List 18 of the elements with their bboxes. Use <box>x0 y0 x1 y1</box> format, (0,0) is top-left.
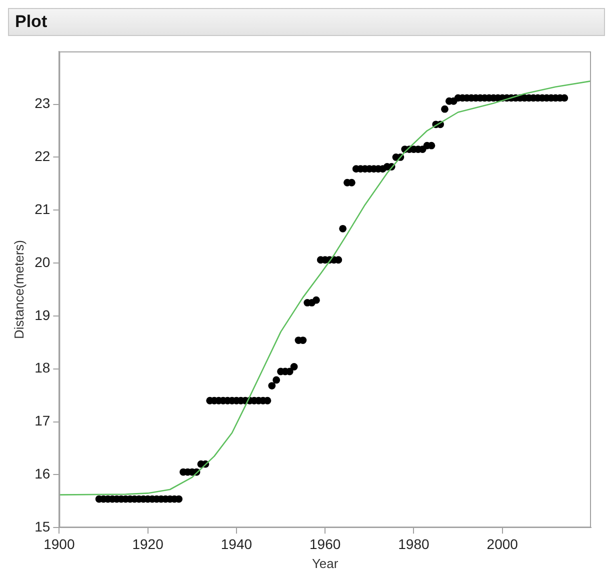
y-tick-label: 23 <box>34 95 50 112</box>
y-tick-label: 16 <box>34 466 50 482</box>
y-tick-label: 17 <box>34 412 50 429</box>
y-tick-label: 19 <box>34 306 50 323</box>
x-tick-label: 1940 <box>220 536 252 552</box>
x-axis-title: Year <box>312 556 339 571</box>
y-tick-label: 21 <box>34 200 50 217</box>
y-axis-title: Distance(meters) <box>11 240 26 339</box>
x-tick-label: 2000 <box>486 536 518 552</box>
x-tick-label: 1900 <box>44 536 75 552</box>
x-tick-label: 1920 <box>132 536 164 552</box>
chart-title: Plot <box>8 8 605 36</box>
y-tick-label: 15 <box>34 518 50 534</box>
y-tick-label: 20 <box>34 254 50 270</box>
y-tick-label: 22 <box>34 148 50 164</box>
y-tick-label: 18 <box>34 360 50 376</box>
x-tick-label: 1960 <box>310 536 341 552</box>
x-tick-label: 1980 <box>398 536 430 552</box>
